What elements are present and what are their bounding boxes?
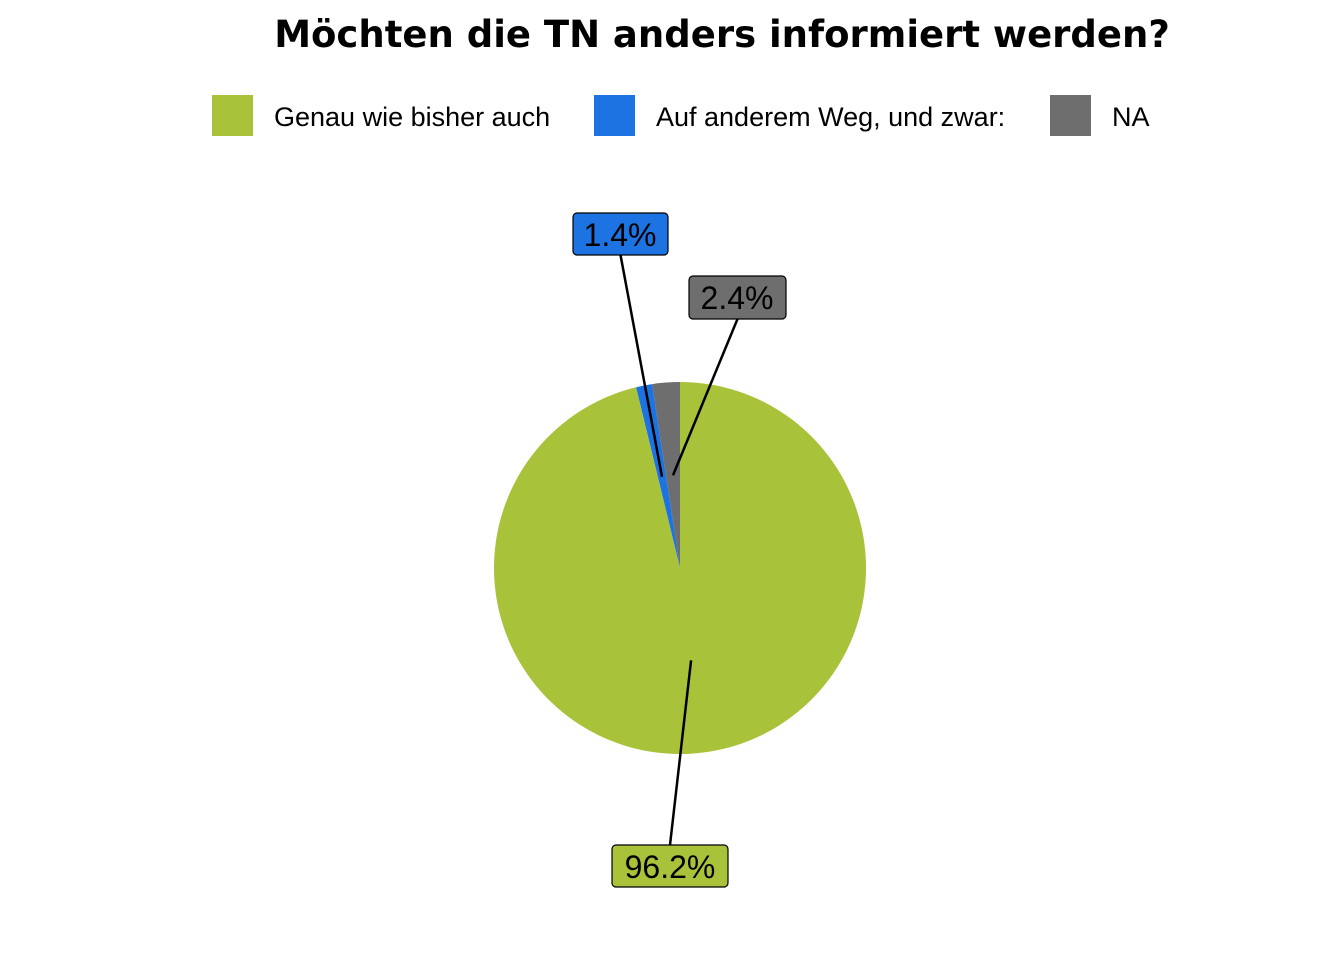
- legend-label-anderer-weg: Auf anderem Weg, und zwar:: [656, 102, 1005, 132]
- legend-swatch-anderer-weg: [594, 95, 635, 136]
- slice-na: [652, 382, 680, 568]
- pie-slices: [493, 382, 866, 754]
- data-label-genau: 96.2%: [611, 844, 729, 888]
- leader-genau: [668, 660, 693, 846]
- slice-anderer-weg: [636, 384, 680, 568]
- chart-title: Möchten die TN anders informiert werden?: [274, 13, 1170, 56]
- data-label-box-na: [688, 275, 787, 320]
- legend-swatch-na: [1050, 95, 1091, 136]
- legend-label-genau: Genau wie bisher auch: [274, 102, 550, 132]
- slice-genau: [493, 382, 866, 754]
- data-label-anderer-weg: 1.4%: [572, 212, 669, 256]
- data-label-box-anderer-weg: [572, 212, 669, 256]
- data-label-text-genau: 96.2%: [625, 849, 716, 885]
- data-label-box-genau: [611, 844, 729, 888]
- label-leader-lines: [619, 254, 739, 846]
- legend: Genau wie bisher auch Auf anderem Weg, u…: [212, 95, 1150, 136]
- leader-anderer-weg: [619, 254, 664, 477]
- data-label-na: 2.4%: [688, 275, 787, 320]
- leader-na: [671, 318, 739, 476]
- data-label-text-na: 2.4%: [701, 280, 774, 316]
- legend-label-na: NA: [1112, 102, 1150, 132]
- data-label-text-anderer-weg: 1.4%: [584, 217, 657, 253]
- legend-swatch-genau: [212, 95, 253, 136]
